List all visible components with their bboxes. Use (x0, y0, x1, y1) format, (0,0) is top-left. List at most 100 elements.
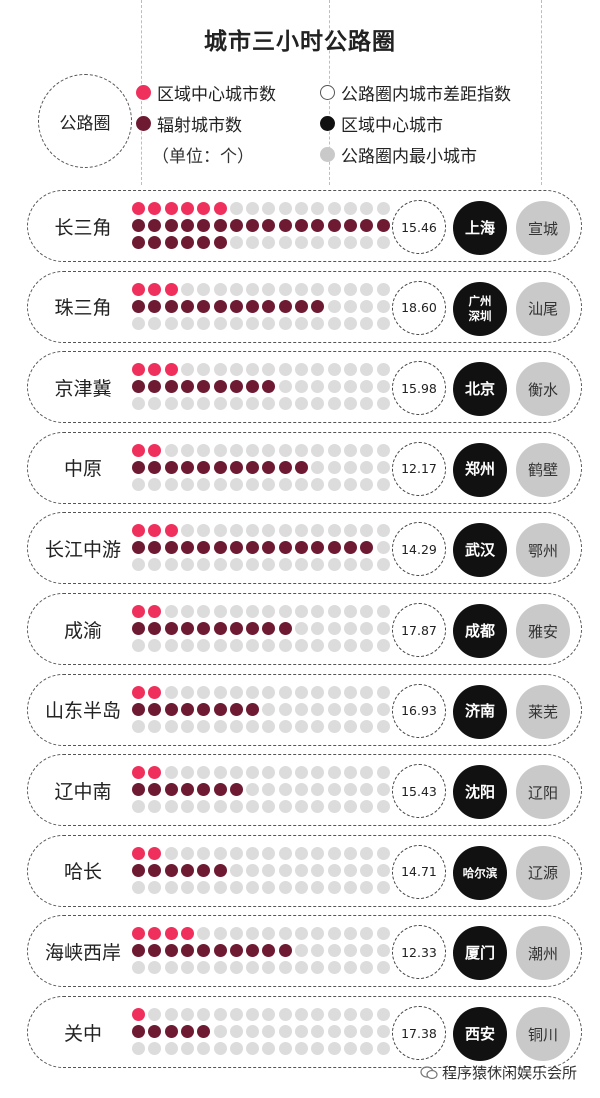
empty-dot (262, 558, 276, 572)
center-city-dot (148, 766, 162, 780)
empty-dot (213, 639, 227, 652)
empty-dot (229, 524, 243, 538)
legend-item-min-city: 公路圈内最小城市 (320, 142, 477, 167)
empty-dot (229, 397, 243, 411)
empty-dot (295, 685, 308, 699)
empty-dot (311, 702, 325, 716)
empty-dot (246, 605, 260, 618)
legend-unit: （单位：个） (152, 147, 254, 167)
empty-dot (229, 443, 243, 457)
center-city-dot (197, 202, 211, 215)
radiating-city-dot (132, 622, 145, 635)
radiating-city-dot (246, 299, 260, 313)
radiating-city-dot (246, 219, 260, 232)
center-city-dot (132, 846, 145, 860)
empty-dot (376, 380, 390, 394)
radiating-city-dot (132, 299, 145, 313)
radiating-city-dot (327, 219, 341, 232)
radiating-city-dot (262, 944, 276, 958)
empty-dot (295, 927, 308, 941)
gap-index-circle: 12.33 (392, 925, 446, 980)
radiating-city-dot (229, 299, 243, 313)
empty-dot (360, 605, 374, 618)
empty-dot (327, 927, 341, 941)
empty-dot (311, 316, 325, 330)
radiating-city-dot (229, 541, 243, 555)
empty-dot (213, 1042, 227, 1055)
empty-dot (229, 316, 243, 330)
radiating-city-dot (164, 863, 178, 877)
empty-dot (180, 685, 194, 699)
empty-dot (295, 363, 308, 377)
empty-dot (262, 766, 276, 780)
radiating-city-dot (164, 944, 178, 958)
radiating-city-dot (180, 702, 194, 716)
empty-dot (343, 460, 357, 474)
empty-dot (327, 363, 341, 377)
empty-dot (213, 397, 227, 411)
radiating-city-dot (197, 702, 211, 716)
empty-dot (246, 1042, 260, 1055)
radiating-city-dot (278, 944, 292, 958)
empty-dot (278, 380, 292, 394)
empty-dot (311, 622, 325, 635)
empty-dot (164, 1008, 178, 1021)
empty-dot (164, 685, 178, 699)
empty-dot (262, 639, 276, 652)
empty-dot (327, 397, 341, 411)
radiating-city-dot (360, 541, 374, 555)
empty-dot (327, 944, 341, 958)
center-city-dot (132, 1008, 145, 1021)
region-row: 山东半岛 16.93 济南 莱芜 (27, 673, 582, 746)
radiating-city-dot (295, 299, 308, 313)
empty-dot (360, 1025, 374, 1038)
center-city-dot (132, 927, 145, 941)
empty-dot (278, 477, 292, 491)
empty-dot (376, 477, 390, 491)
empty-dot (278, 316, 292, 330)
radiating-city-dot (180, 460, 194, 474)
empty-dot (295, 944, 308, 958)
radiating-city-dot (229, 944, 243, 958)
radiating-city-dot (229, 783, 243, 797)
empty-dot (343, 944, 357, 958)
empty-dot (376, 685, 390, 699)
empty-dot (376, 541, 390, 555)
gap-index-circle: 12.17 (392, 441, 446, 496)
empty-dot (229, 1008, 243, 1021)
empty-dot (164, 316, 178, 330)
radiating-city-dot (229, 380, 243, 394)
empty-dot (262, 1008, 276, 1021)
empty-dot (213, 719, 227, 733)
empty-dot (360, 846, 374, 860)
empty-dot (278, 605, 292, 618)
radiating-city-dot (229, 622, 243, 635)
empty-dot (132, 397, 145, 411)
radiating-city-dot (164, 460, 178, 474)
empty-dot (197, 685, 211, 699)
empty-dot (148, 316, 162, 330)
empty-dot (278, 927, 292, 941)
empty-dot (229, 236, 243, 249)
empty-dot (246, 443, 260, 457)
empty-dot (132, 800, 145, 814)
region-name: 成渝 (63, 619, 102, 642)
radiating-city-dot (213, 299, 227, 313)
radiating-city-dot (164, 380, 178, 394)
center-city-dot (180, 202, 194, 215)
empty-dot (180, 477, 194, 491)
empty-dot (246, 846, 260, 860)
empty-dot (213, 961, 227, 975)
empty-dot (376, 202, 390, 215)
legend-label: 区域中心城市数 (157, 85, 276, 105)
center-city-dot (148, 524, 162, 538)
empty-dot (327, 316, 341, 330)
empty-dot (311, 685, 325, 699)
empty-dot (295, 1042, 308, 1055)
center-city-dot (148, 685, 162, 699)
empty-dot (327, 282, 341, 296)
empty-dot (197, 397, 211, 411)
gap-index-circle: 17.38 (392, 1006, 446, 1060)
gap-index-circle: 15.98 (392, 361, 446, 416)
radiating-city-dot (148, 236, 162, 249)
